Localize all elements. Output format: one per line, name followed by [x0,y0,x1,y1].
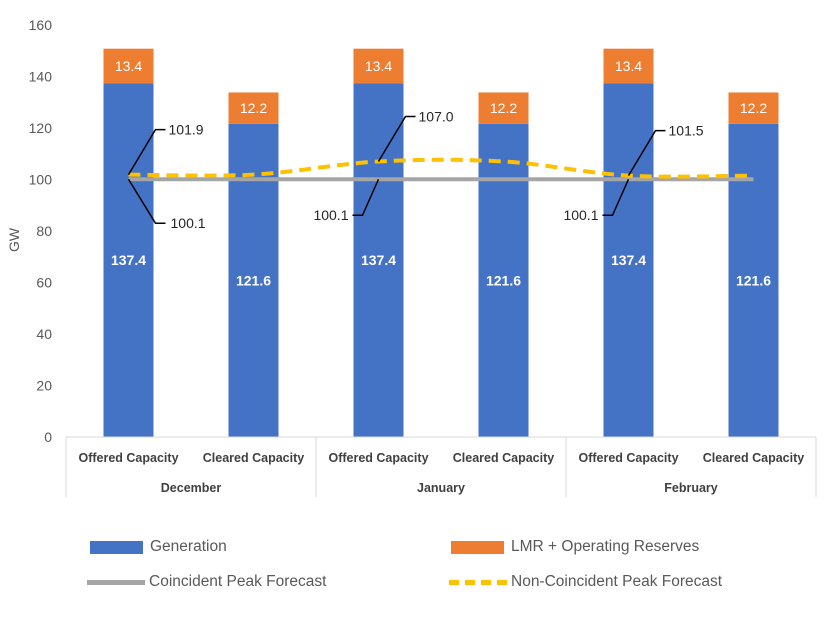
legend-item-noncoincident: Non-Coincident Peak Forecast [449,571,722,593]
y-tick-label: 120 [29,120,53,136]
y-tick-label: 60 [36,275,52,291]
forecast-lines [128,157,754,182]
annotation-label: 101.5 [669,123,704,139]
annotation-leader [602,178,630,216]
legend-swatch-generation [90,540,143,554]
data-label-generation: 121.6 [486,272,521,288]
bar-generation [603,83,654,437]
data-label-lmr: 12.2 [240,100,267,116]
legend-item-generation: Generation [90,536,227,558]
annotation-label: 100.1 [171,215,206,231]
data-label-lmr: 13.4 [115,58,142,74]
x-tick-label: Offered Capacity [78,451,178,465]
legend-item-coincident: Coincident Peak Forecast [87,571,326,593]
y-tick-label: 160 [29,17,53,33]
y-tick-label: 80 [36,223,52,239]
y-tick-label: 0 [44,429,52,445]
annotation-leader [352,178,380,216]
data-label-lmr: 13.4 [615,58,642,74]
annotation-leader [127,178,166,224]
x-group-label: February [664,481,718,495]
y-axis-title: GW [6,227,22,252]
bar-lmr-reserves [353,48,404,84]
x-tick-label: Cleared Capacity [453,451,554,465]
annotation-label: 107.0 [419,108,454,124]
y-tick-label: 140 [29,69,53,85]
y-axis-ticks: 0 20 40 60 80 100 120 140 160 [29,17,53,445]
data-label-lmr: 12.2 [490,100,517,116]
bar-generation [478,123,529,437]
data-label-generation: 137.4 [361,252,396,268]
annotation-leader [377,115,416,162]
bar-lmr-reserves [478,92,529,124]
bar-lmr-reserves [603,48,654,84]
legend-item-lmr: LMR + Operating Reserves [451,536,699,558]
legend-label-lmr: LMR + Operating Reserves [511,538,700,555]
legend-label-noncoincident: Non-Coincident Peak Forecast [511,573,723,590]
annotation-label: 100.1 [563,207,598,223]
x-tick-label: Offered Capacity [578,451,678,465]
annotation-label: 101.9 [169,122,204,138]
bars: 137.4 13.4 121.6 12.2 137.4 13.4 121.6 12.2 137.… [103,48,779,437]
data-label-generation: 121.6 [236,272,271,288]
bar-generation [353,83,404,437]
legend-swatch-lmr [451,540,504,554]
x-group-label: January [417,481,465,495]
data-label-lmr: 13.4 [365,58,392,74]
bar-lmr-reserves [728,92,779,124]
legend-label-coincident: Coincident Peak Forecast [149,573,327,590]
y-tick-label: 40 [36,326,52,342]
data-label-generation: 137.4 [611,252,646,268]
legend-swatch-noncoincident [449,579,507,585]
x-group-label: December [161,481,222,495]
x-tick-label: Offered Capacity [328,451,428,465]
line-non-coincident-peak [128,157,754,179]
legend-swatch-coincident [87,579,145,585]
x-tick-label: Cleared Capacity [703,451,804,465]
x-axis: Offered Capacity Cleared Capacity Offered … [65,436,817,497]
legend: Generation LMR + Operating Reserves Coin… [87,536,790,606]
data-label-generation: 121.6 [736,272,771,288]
y-tick-label: 100 [29,172,53,188]
bar-lmr-reserves [103,48,154,84]
annotation-leader [127,128,166,175]
legend-label-generation: Generation [150,538,227,555]
bar-lmr-reserves [228,92,279,124]
annotations: 101.9 100.1 107.0 100.1 101.5 100.1 [127,108,704,231]
data-label-generation: 137.4 [111,252,146,268]
annotation-leader [627,129,666,177]
x-tick-label: Cleared Capacity [203,451,304,465]
data-label-lmr: 12.2 [740,100,767,116]
annotation-label: 100.1 [313,207,348,223]
y-tick-label: 20 [36,378,52,394]
bar-generation [103,83,154,437]
